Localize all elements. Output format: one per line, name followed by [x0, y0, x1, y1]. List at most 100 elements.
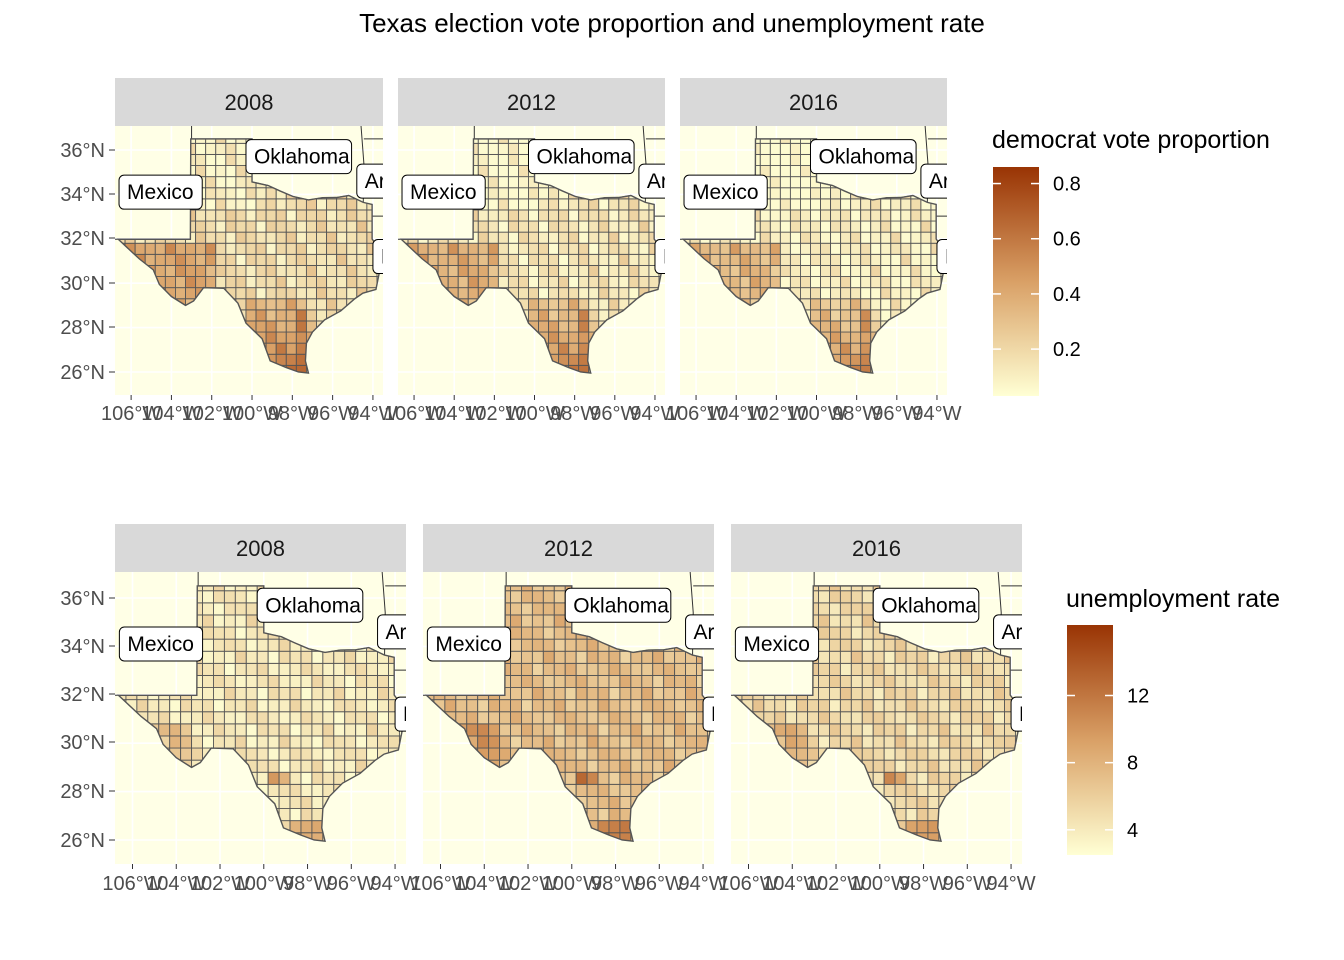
county — [487, 264, 499, 277]
county — [652, 687, 665, 701]
county — [810, 242, 821, 255]
county — [800, 231, 811, 244]
county — [447, 264, 459, 277]
mexico-label: Mexico — [426, 626, 512, 662]
county — [880, 298, 892, 311]
county — [674, 711, 687, 725]
county — [910, 264, 922, 277]
county — [531, 735, 544, 749]
county — [608, 795, 621, 809]
county — [779, 142, 791, 155]
county — [336, 231, 348, 244]
county — [818, 723, 830, 737]
county — [810, 287, 821, 300]
county — [205, 176, 217, 189]
county — [993, 674, 1005, 688]
mexico-label: Mexico — [118, 626, 204, 662]
county — [487, 242, 499, 255]
county — [558, 298, 570, 311]
county — [652, 699, 665, 713]
county — [894, 711, 907, 725]
county — [191, 735, 203, 749]
county — [818, 711, 830, 725]
county — [322, 674, 335, 688]
county — [285, 209, 297, 222]
county — [880, 231, 892, 244]
county — [333, 687, 346, 701]
county — [316, 253, 328, 266]
county — [507, 253, 519, 266]
county — [769, 142, 781, 155]
county — [487, 231, 499, 244]
county — [820, 276, 832, 289]
county — [900, 198, 912, 211]
county — [807, 735, 819, 749]
county — [578, 276, 590, 289]
county — [548, 220, 560, 233]
county — [685, 711, 697, 725]
county — [195, 220, 207, 233]
county — [366, 723, 379, 737]
lon-tick-label: 106°W — [101, 403, 161, 425]
lon-tick-label: 94°W — [986, 873, 1035, 895]
county — [255, 220, 267, 233]
county — [820, 298, 832, 311]
county — [982, 735, 995, 749]
county — [366, 674, 379, 688]
county — [311, 747, 324, 761]
county — [510, 626, 522, 640]
county — [477, 138, 489, 144]
county — [982, 687, 995, 701]
county — [608, 209, 620, 222]
county — [800, 153, 811, 166]
county — [938, 747, 951, 761]
county — [538, 187, 550, 200]
county — [860, 198, 872, 211]
county — [663, 674, 676, 688]
lat-tick-label: 30°N — [60, 273, 105, 295]
county — [507, 220, 519, 233]
county — [531, 602, 544, 616]
county — [608, 674, 621, 688]
county — [169, 735, 182, 749]
county — [840, 309, 852, 322]
louisiana-label: Lou — [702, 696, 714, 732]
county — [477, 264, 489, 277]
county — [938, 662, 951, 676]
county — [518, 287, 529, 300]
county — [497, 264, 509, 277]
county — [144, 253, 156, 266]
county — [234, 585, 247, 592]
legend-title: unemployment rate — [1066, 585, 1280, 613]
county — [538, 309, 550, 322]
county — [356, 253, 368, 266]
lat-tick-label: 34°N — [60, 184, 105, 206]
county — [518, 209, 529, 222]
county — [872, 735, 885, 749]
county — [850, 209, 862, 222]
county — [255, 198, 267, 211]
lat-tick-label: 32°N — [60, 228, 105, 250]
county — [205, 187, 217, 200]
county — [870, 276, 882, 289]
county — [818, 687, 830, 701]
county — [457, 242, 469, 255]
county — [830, 276, 842, 289]
county — [910, 287, 922, 300]
lon-tick-label: 98°W — [832, 403, 881, 425]
county — [829, 614, 841, 628]
county — [800, 198, 811, 211]
county — [223, 650, 236, 664]
county — [322, 699, 335, 713]
county — [289, 687, 302, 701]
county — [336, 220, 348, 233]
county — [521, 723, 533, 737]
county — [674, 662, 687, 676]
county — [265, 253, 277, 266]
county — [568, 264, 580, 277]
lon-tick-label: 100°W — [222, 403, 282, 425]
county — [531, 614, 544, 628]
lon-tick-label: 96°W — [308, 403, 357, 425]
county — [255, 253, 267, 266]
